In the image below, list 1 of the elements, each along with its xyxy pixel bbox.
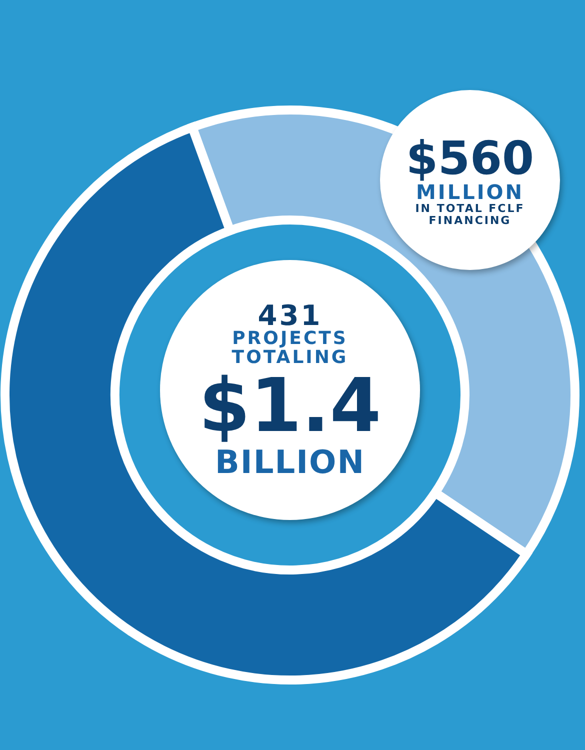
text: IN TOTAL FCLF FINANCING: [414, 202, 526, 227]
